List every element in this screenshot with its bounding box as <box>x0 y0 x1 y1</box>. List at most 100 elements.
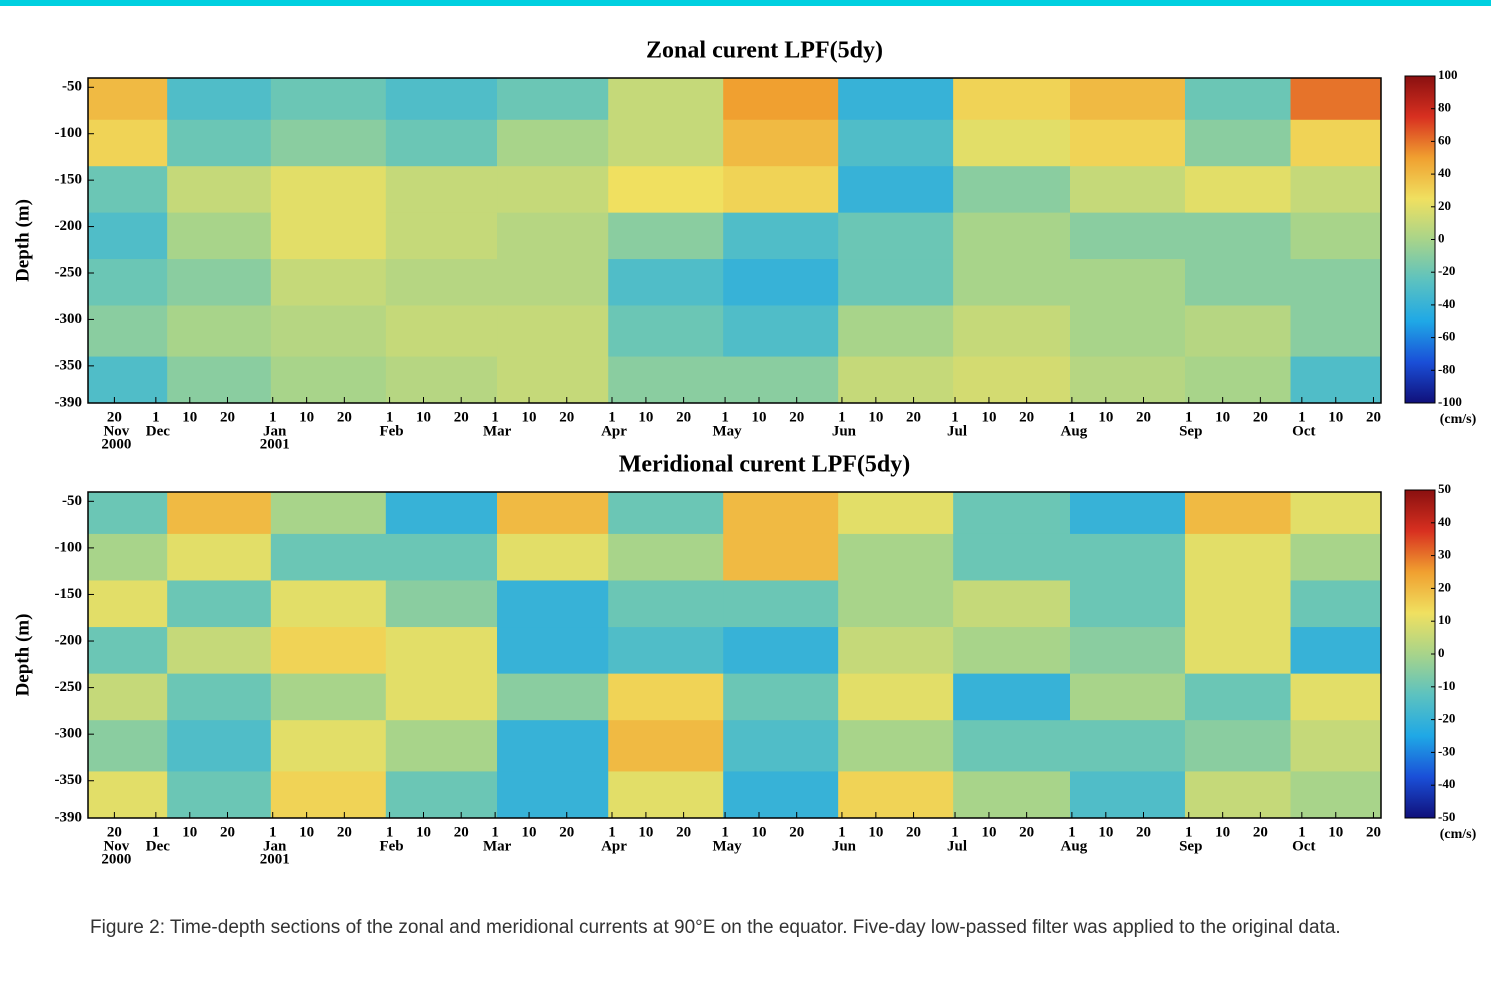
heatmap-cell <box>270 305 387 358</box>
colorbar-tick-label: -40 <box>1438 296 1455 311</box>
colorbar-tick-label: -30 <box>1438 743 1455 758</box>
caption: Figure 2: Time-depth sections of the zon… <box>90 917 1341 938</box>
x-tick-label: 1 <box>386 824 394 840</box>
heatmap-cell <box>1070 356 1186 404</box>
heatmap-cell <box>167 492 272 535</box>
heatmap-cell <box>838 78 954 121</box>
x-tick-label: 20 <box>676 409 691 425</box>
heatmap-cell <box>88 533 168 581</box>
heatmap-cell <box>1184 673 1292 721</box>
heatmap-cell <box>385 627 498 675</box>
heatmap-cell <box>1070 771 1186 819</box>
y-tick-label: -50 <box>62 493 82 509</box>
month-label: Dec <box>146 838 170 854</box>
heatmap-cell <box>167 533 272 581</box>
heatmap-cell <box>723 78 839 121</box>
x-tick-label: 10 <box>868 824 883 840</box>
month-label: Dec <box>146 423 170 439</box>
heatmap-cell <box>88 580 168 628</box>
x-tick-label: 1 <box>1185 409 1193 425</box>
colorbar-tick-label: 30 <box>1438 547 1451 562</box>
heatmap-cell <box>270 771 387 819</box>
heatmap-cell <box>1184 771 1292 819</box>
heatmap-cell <box>167 771 272 819</box>
heatmap-cell <box>497 580 609 628</box>
colorbar-tick-label: -50 <box>1438 809 1455 824</box>
x-tick-label: 1 <box>1068 409 1076 425</box>
heatmap-cell <box>608 627 724 675</box>
x-tick-label: 10 <box>638 824 653 840</box>
x-tick-label: 1 <box>608 409 616 425</box>
heatmap-cell <box>1290 166 1382 214</box>
heatmap-cell <box>1184 119 1292 167</box>
month-label: Apr <box>601 838 627 854</box>
heatmap-cell <box>385 580 498 628</box>
figure: Zonal curent LPF(5dy)Depth (m)-50-100-15… <box>12 38 1476 868</box>
month-label: Mar <box>483 838 512 854</box>
heatmap-cell <box>497 720 609 772</box>
y-tick-label: -250 <box>55 264 83 280</box>
heatmap-cell <box>385 771 498 819</box>
x-tick-label: 20 <box>454 824 469 840</box>
x-tick-label: 10 <box>522 824 537 840</box>
heatmap-cell <box>385 720 498 772</box>
x-tick-label: 1 <box>152 409 160 425</box>
heatmap-cell <box>1184 78 1292 121</box>
heatmap-cell <box>838 627 954 675</box>
year-label: 2000 <box>101 851 131 867</box>
heatmap-cell <box>1070 78 1186 121</box>
colorbar-tick-label: 40 <box>1438 165 1451 180</box>
heatmap-cell <box>385 533 498 581</box>
heatmap-cell <box>1070 673 1186 721</box>
heatmap-cell <box>1070 305 1186 358</box>
x-tick-label: 20 <box>1019 409 1034 425</box>
y-tick-label: -100 <box>55 125 83 141</box>
x-tick-label: 20 <box>559 409 574 425</box>
heatmap-cell <box>88 673 168 721</box>
x-tick-label: 20 <box>906 409 921 425</box>
heatmap-cell <box>385 492 498 535</box>
heatmap-cell <box>953 259 1071 306</box>
heatmap-cell <box>88 259 168 306</box>
colorbar-tick-label: -20 <box>1438 263 1455 278</box>
heatmap-cell <box>608 78 724 121</box>
heatmap-cell <box>385 119 498 167</box>
heatmap-cell <box>723 356 839 404</box>
y-tick-label: -250 <box>55 679 83 695</box>
heatmap-cell <box>88 212 168 260</box>
heatmap-cell <box>1070 533 1186 581</box>
x-tick-label: 10 <box>1215 409 1230 425</box>
month-label: Feb <box>379 838 403 854</box>
x-tick-label: 20 <box>906 824 921 840</box>
heatmap-cell <box>953 356 1071 404</box>
x-tick-label: 10 <box>752 409 767 425</box>
heatmap-cell <box>608 720 724 772</box>
heatmap-cell <box>497 492 609 535</box>
month-label: Jun <box>832 838 857 854</box>
month-label: Feb <box>379 423 403 439</box>
y-tick-label: -150 <box>55 172 83 188</box>
heatmap-cell <box>88 771 168 819</box>
x-tick-label: 20 <box>220 409 235 425</box>
heatmap-cell <box>1184 356 1292 404</box>
x-tick-label: 10 <box>752 824 767 840</box>
heatmap-cell <box>270 356 387 404</box>
month-label: Aug <box>1061 838 1088 854</box>
colorbar <box>1404 75 1436 404</box>
x-tick-label: 10 <box>981 824 996 840</box>
chart-title: Meridional curent LPF(5dy) <box>619 452 911 478</box>
heatmap-cell <box>953 305 1071 358</box>
y-tick-label: -200 <box>55 632 83 648</box>
heatmap-cell <box>1290 212 1382 260</box>
heatmap-cell <box>838 305 954 358</box>
colorbar-tick-label: -60 <box>1438 329 1455 344</box>
x-tick-label: 20 <box>789 824 804 840</box>
x-tick-label: 1 <box>721 824 729 840</box>
heatmap-cell <box>838 166 954 214</box>
top-bar <box>0 0 1491 6</box>
heatmap-cell <box>608 492 724 535</box>
heatmap-cell <box>1184 166 1292 214</box>
heatmap-cell <box>953 771 1071 819</box>
x-tick-label: 10 <box>1215 824 1230 840</box>
heatmap-cell <box>385 356 498 404</box>
